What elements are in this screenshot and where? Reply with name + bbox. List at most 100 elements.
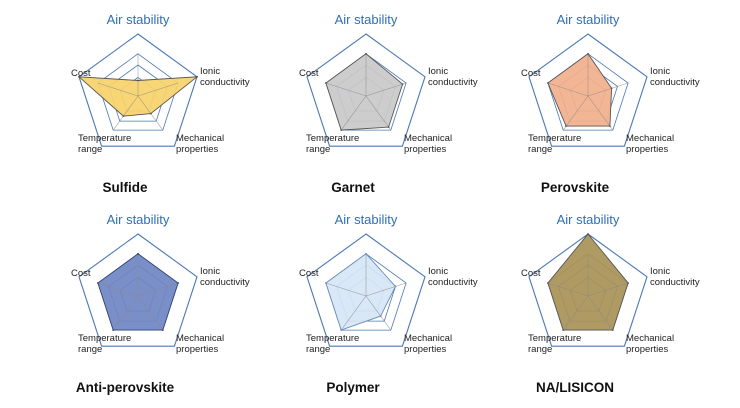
axis-label-air-stability: Air stability [557, 212, 620, 227]
chart-title-sulfide: Sulfide [102, 180, 148, 195]
radar-point-temperature-range [562, 329, 565, 331]
axis-label-ionic-conductivity: Ionic conductivity [650, 66, 700, 88]
axis-label-ionic-conductivity: Ionic conductivity [200, 66, 250, 88]
radar-svg: Air stability Ionic conductivity Mechanical… [521, 12, 700, 155]
axis-label-mechanical-properties: Mechanical properties [176, 333, 224, 355]
spoke-4 [340, 295, 367, 331]
spoke-4 [112, 295, 139, 331]
spoke-2 [365, 282, 407, 297]
chart-title-polymer: Polymer [326, 380, 380, 395]
spoke-5 [97, 282, 139, 297]
axis-label-mechanical-properties: Mechanical properties [626, 333, 674, 355]
radar-point-air-stability [365, 252, 367, 255]
spoke-4 [562, 95, 589, 131]
axis-label-cost: Cost [71, 268, 91, 279]
radar-point-ionic-conductivity [196, 75, 198, 78]
radar-area-polymer [325, 253, 397, 331]
radar-point-mechanical-properties [149, 112, 152, 115]
axis-label-air-stability: Air stability [107, 212, 170, 227]
spoke-2 [137, 82, 179, 97]
axis-label-cost: Cost [521, 268, 541, 279]
radar-svg: Air stability Ionic conductivity Mechanical… [71, 12, 250, 155]
radar-point-ionic-conductivity [394, 285, 397, 288]
axis-label-temperature-range: Temperature range [528, 133, 581, 155]
spoke-2 [365, 82, 407, 97]
radar-svg: Air stability Ionic conductivity Mechanical… [299, 12, 478, 155]
axis-label-cost: Cost [299, 68, 319, 79]
axis-label-air-stability: Air stability [557, 12, 620, 27]
spoke-4 [112, 95, 139, 131]
radar-point-temperature-range [340, 329, 343, 331]
spoke-5 [547, 82, 589, 97]
radar-panel-perovskite: Air stability Ionic conductivity Mechanical… [460, 8, 700, 208]
spoke-5 [325, 282, 367, 297]
axis-label-ionic-conductivity: Ionic conductivity [200, 266, 250, 288]
grid-ring-4 [306, 33, 426, 147]
axis-label-air-stability: Air stability [335, 212, 398, 227]
radar-point-temperature-range [122, 115, 125, 117]
radar-point-cost [325, 282, 327, 284]
grid-ring-4 [78, 33, 198, 147]
radar-point-temperature-range [565, 125, 567, 127]
radar-point-mechanical-properties [611, 329, 614, 331]
radar-point-cost [78, 75, 80, 78]
chart-title-perovskite: Perovskite [540, 180, 610, 195]
axis-label-mechanical-properties: Mechanical properties [626, 133, 674, 155]
radar-panel-na-lisicon: Air stability Ionic conductivity Mechanical… [460, 208, 700, 408]
spoke-3 [587, 95, 614, 131]
chart-title-garnet: Garnet [331, 180, 375, 195]
chart-title-na-lisicon: NA/LISICON [535, 380, 614, 395]
axis-label-air-stability: Air stability [335, 12, 398, 27]
axis-label-cost: Cost [299, 268, 319, 279]
axis-label-temperature-range: Temperature range [78, 333, 131, 355]
radar-point-air-stability [137, 79, 139, 82]
radar-area-perovskite [547, 53, 613, 127]
axis-label-air-stability: Air stability [107, 12, 170, 27]
radar-point-ionic-conductivity [627, 282, 629, 284]
spoke-3 [365, 95, 392, 131]
grid-ring-4 [78, 233, 198, 347]
radar-point-ionic-conductivity [177, 282, 180, 284]
spoke-4 [340, 95, 367, 131]
spoke-2 [137, 282, 179, 297]
axis-label-cost: Cost [71, 68, 91, 79]
radar-point-air-stability [587, 52, 589, 55]
radar-point-cost [547, 82, 549, 84]
radar-point-temperature-range [112, 329, 115, 331]
radar-point-air-stability [365, 52, 367, 55]
radar-point-mechanical-properties [609, 125, 611, 127]
radar-point-air-stability [587, 233, 589, 235]
radar-point-cost [97, 282, 99, 284]
axis-label-temperature-range: Temperature range [306, 133, 359, 155]
radar-point-mechanical-properties [161, 329, 164, 331]
radar-svg: Air stability Ionic conductivity Mechanical… [299, 212, 478, 355]
radar-svg: Air stability Ionic conductivity Mechanical… [71, 212, 250, 355]
axis-label-mechanical-properties: Mechanical properties [404, 333, 452, 355]
radar-point-ionic-conductivity [610, 87, 613, 90]
spoke-3 [365, 295, 392, 331]
axis-label-ionic-conductivity: Ionic conductivity [428, 66, 478, 88]
radar-panel-polymer: Air stability Ionic conductivity Mechanical… [238, 208, 478, 408]
spoke-2 [587, 282, 629, 297]
axis-label-temperature-range: Temperature range [78, 133, 131, 155]
radar-point-air-stability [137, 252, 139, 255]
radar-point-cost [325, 82, 327, 84]
radar-point-cost [547, 282, 549, 284]
axis-label-ionic-conductivity: Ionic conductivity [428, 266, 478, 288]
radar-point-temperature-range [340, 129, 343, 131]
spoke-5 [97, 82, 139, 97]
spoke-4 [562, 295, 589, 331]
radar-svg: Air stability Ionic conductivity Mechanical… [521, 212, 700, 355]
radar-point-ionic-conductivity [401, 83, 404, 85]
radar-panel-anti-perovskite: Air stability Ionic conductivity Mechanical… [10, 208, 250, 408]
spoke-5 [325, 82, 367, 97]
grid-ring-4 [528, 33, 648, 147]
axis-label-cost: Cost [521, 68, 541, 79]
axis-label-ionic-conductivity: Ionic conductivity [650, 266, 700, 288]
radar-panel-sulfide: Air stability Ionic conductivity Mechanical… [10, 8, 250, 208]
axis-label-mechanical-properties: Mechanical properties [404, 133, 452, 155]
spoke-3 [587, 295, 614, 331]
axis-label-mechanical-properties: Mechanical properties [176, 133, 224, 155]
grid-ring-4 [528, 233, 648, 347]
